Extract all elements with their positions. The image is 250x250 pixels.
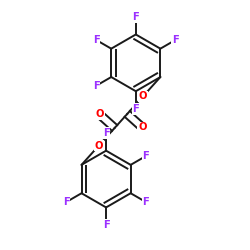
Text: F: F <box>132 12 139 22</box>
Text: O: O <box>138 122 146 132</box>
Text: F: F <box>142 197 149 207</box>
Text: F: F <box>63 197 70 207</box>
Text: O: O <box>139 91 147 101</box>
Text: O: O <box>95 110 104 120</box>
Text: F: F <box>132 104 139 114</box>
Text: O: O <box>94 140 103 150</box>
Text: F: F <box>103 220 110 230</box>
Text: F: F <box>93 35 100 45</box>
Text: F: F <box>142 151 149 161</box>
Text: F: F <box>172 35 179 45</box>
Text: F: F <box>93 81 100 91</box>
Text: F: F <box>103 128 110 138</box>
